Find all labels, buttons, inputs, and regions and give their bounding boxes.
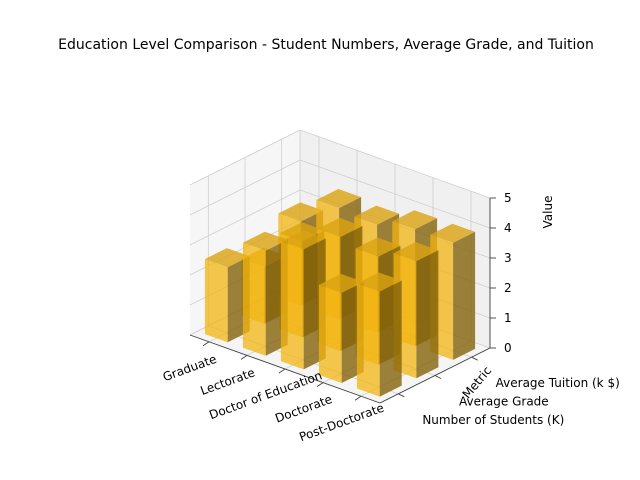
x-tick-label: Lectorate: [199, 365, 257, 398]
grid-line-z-left: [189, 159, 301, 216]
grid-line-z-left: [189, 129, 301, 186]
bar-face-top: [278, 202, 324, 222]
z-tick-label: 3: [504, 251, 512, 265]
grid-line-z-left: [189, 189, 301, 246]
z-tick-label: 4: [504, 221, 512, 235]
bar-face-front: [242, 242, 266, 356]
z-axis-label: Value: [541, 196, 555, 229]
bar-face-front: [280, 241, 304, 370]
chart-title: Education Level Comparison - Student Num…: [58, 37, 594, 53]
z-tick-label: 0: [504, 341, 512, 355]
bar-face-front: [204, 259, 228, 343]
bar-face-top: [393, 242, 439, 262]
x-tick-mark: [316, 382, 324, 387]
y-tick-label: Average Grade: [459, 395, 549, 409]
bar-face-side: [453, 231, 476, 360]
z-tick-label: 1: [504, 311, 512, 325]
bar-face-top: [354, 205, 400, 225]
bar-face-top: [242, 231, 288, 251]
bar-face-top: [204, 248, 250, 268]
grid-line-z-back: [299, 129, 491, 199]
bar-4-0: [356, 272, 402, 397]
y-tick-mark: [471, 356, 478, 361]
x-tick-mark: [240, 355, 248, 360]
grid-line-z-back: [299, 159, 491, 229]
bar-face-side: [416, 250, 439, 379]
y-tick-label: Average Tuition (k $): [496, 376, 620, 390]
bar-face-top: [317, 217, 363, 238]
bar-face-top: [392, 210, 438, 230]
bar-face-top: [355, 237, 401, 257]
x-tick-mark: [278, 368, 286, 374]
bar-face-top: [316, 189, 362, 209]
bars-group: [204, 189, 476, 397]
bar-face-top: [430, 223, 476, 243]
bar-face-side: [379, 280, 402, 397]
x-tick-mark: [202, 341, 210, 347]
y-tick-label: Number of Students (K): [422, 413, 564, 427]
z-tick-label: 2: [504, 281, 512, 295]
x-tick-label: Graduate: [161, 352, 219, 384]
bar-face-front: [356, 283, 380, 397]
bar-face-top: [318, 273, 364, 293]
bar-face-top: [280, 230, 326, 250]
z-tick-label: 5: [504, 191, 512, 205]
y-tick-mark: [398, 393, 405, 398]
bar-face-top: [356, 272, 402, 292]
bar-face-front: [318, 284, 342, 383]
y-tick-mark: [434, 375, 442, 379]
x-tick-mark: [354, 395, 362, 401]
